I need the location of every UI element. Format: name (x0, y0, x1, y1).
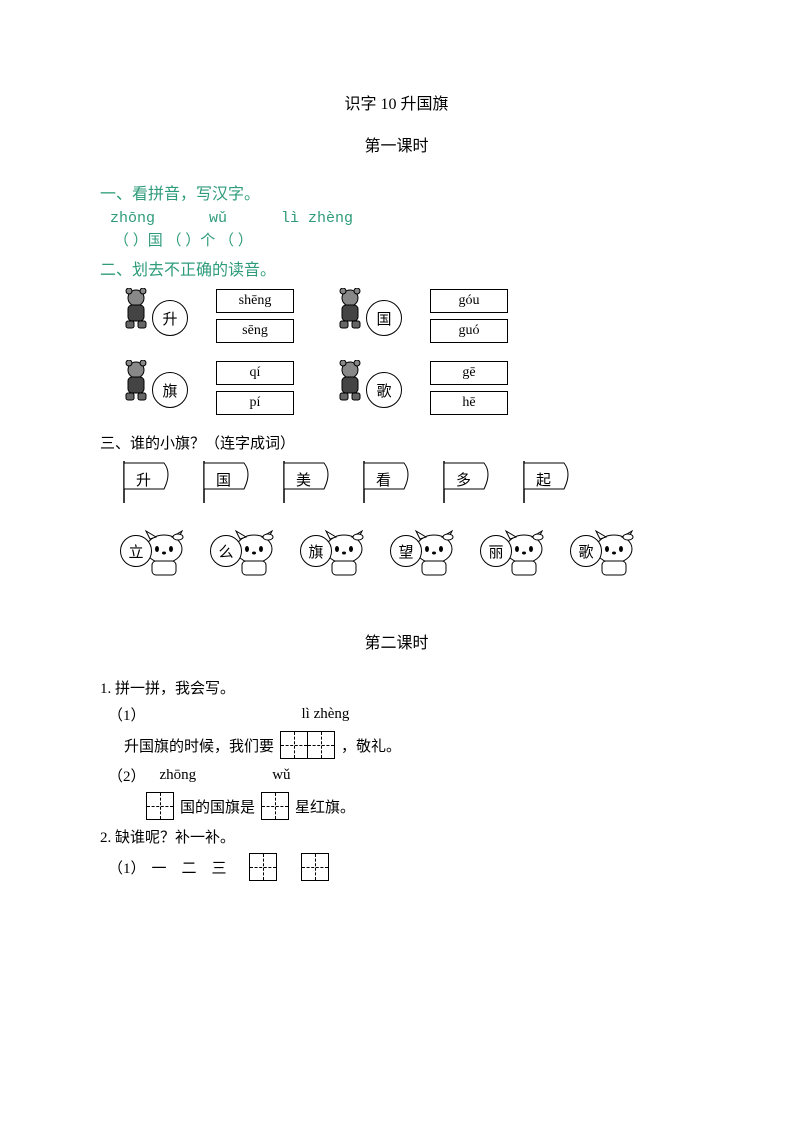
pinyin-option[interactable]: pí (216, 391, 294, 415)
flag-char: 起 (536, 469, 551, 490)
kitty-item[interactable]: 么 (210, 529, 280, 579)
flag-char: 美 (296, 469, 311, 490)
lesson2-subtitle: 第二课时 (100, 629, 693, 653)
q2-opts-ge: gē hē (430, 361, 508, 415)
kitty-char: 歌 (570, 535, 602, 567)
char-circle: 旗 (152, 372, 188, 408)
flag-item[interactable]: 国 (200, 459, 258, 503)
sentence-mid: 国的国旗是 (180, 796, 255, 817)
kitty-item[interactable]: 丽 (480, 529, 550, 579)
write-box[interactable] (261, 792, 289, 820)
sequence-text: 一 二 三 (152, 857, 227, 878)
l2q2-line1: （1） 一 二 三 (108, 853, 693, 881)
kitty-item[interactable]: 歌 (570, 529, 640, 579)
l2q1-line2-pinyin: （2） zhōng wǔ (108, 765, 693, 786)
flag-char: 国 (216, 469, 231, 490)
q3-heading: 三、谁的小旗？（连字成词） (100, 432, 693, 453)
write-box[interactable] (146, 792, 174, 820)
flag-item[interactable]: 看 (360, 459, 418, 503)
flag-char: 升 (136, 469, 151, 490)
pinyin-option[interactable]: sēng (216, 319, 294, 343)
item-number: （2） (108, 765, 146, 786)
kitty-item[interactable]: 旗 (300, 529, 370, 579)
q2-item-sheng: 升 (120, 288, 204, 344)
kitty-char: 望 (390, 535, 422, 567)
l2q1-line1-sentence: 升国旗的时候，我们要 ，敬礼。 (124, 731, 693, 759)
bear-icon (334, 360, 366, 402)
flag-item[interactable]: 多 (440, 459, 498, 503)
flag-item[interactable]: 升 (120, 459, 178, 503)
bear-icon (334, 288, 366, 330)
bear-icon (120, 360, 152, 402)
kitty-item[interactable]: 立 (120, 529, 190, 579)
q2-container: 升 shēng sēng 国 góu g (120, 288, 693, 416)
flag-item[interactable]: 起 (520, 459, 578, 503)
q2-item-ge: 歌 (334, 360, 418, 416)
flag-item[interactable]: 美 (280, 459, 338, 503)
write-box-pair[interactable] (280, 731, 335, 759)
l2q1-line1-pinyin: （1） lì zhèng (108, 704, 693, 725)
sentence-post: 星红旗。 (295, 796, 355, 817)
q1-pinyin: zhōng wǔ lì zhèng (110, 210, 693, 227)
kitty-char: 丽 (480, 535, 512, 567)
char-circle: 国 (366, 300, 402, 336)
item-number: （1） (108, 857, 146, 878)
pinyin-option[interactable]: qí (216, 361, 294, 385)
item-number: （1） (108, 704, 146, 725)
l2q2-heading: 2. 缺谁呢？补一补。 (100, 826, 693, 847)
pinyin-option[interactable]: gē (430, 361, 508, 385)
pinyin-option[interactable]: guó (430, 319, 508, 343)
q2-opts-guo: góu guó (430, 289, 508, 343)
q2-opts-sheng: shēng sēng (216, 289, 294, 343)
lesson1-subtitle: 第一课时 (100, 132, 693, 156)
char-circle: 升 (152, 300, 188, 336)
sentence-post: ，敬礼。 (341, 735, 401, 756)
char-circle: 歌 (366, 372, 402, 408)
kitty-item[interactable]: 望 (390, 529, 460, 579)
pinyin-option[interactable]: góu (430, 289, 508, 313)
pinyin-label: zhōng (160, 767, 197, 784)
l2q1-heading: 1. 拼一拼，我会写。 (100, 677, 693, 698)
q2-heading: 二、划去不正确的读音。 (100, 256, 693, 280)
q2-row-1: 升 shēng sēng 国 góu g (120, 288, 693, 344)
q1-blanks: （ ）国 （ ）个 （ ） (114, 229, 693, 250)
pinyin-label: wǔ (272, 767, 290, 784)
q3-kitty-row: 立 么 (120, 529, 693, 579)
q2-item-guo: 国 (334, 288, 418, 344)
write-box[interactable] (249, 853, 277, 881)
pinyin-option[interactable]: hē (430, 391, 508, 415)
q2-opts-qi: qí pí (216, 361, 294, 415)
q2-item-qi: 旗 (120, 360, 204, 416)
flag-char: 多 (456, 469, 471, 490)
pinyin-label: lì zhèng (302, 706, 350, 723)
doc-title: 识字 10 升国旗 (100, 90, 693, 114)
write-box[interactable] (301, 853, 329, 881)
kitty-char: 旗 (300, 535, 332, 567)
kitty-char: 立 (120, 535, 152, 567)
pinyin-option[interactable]: shēng (216, 289, 294, 313)
sentence-pre: 升国旗的时候，我们要 (124, 735, 274, 756)
flag-char: 看 (376, 469, 391, 490)
q1-heading: 一、看拼音，写汉字。 (100, 180, 693, 204)
q3-flags-row: 升 国 美 看 (120, 459, 693, 503)
l2q1-line2-sentence: 国的国旗是 星红旗。 (146, 792, 693, 820)
kitty-char: 么 (210, 535, 242, 567)
q2-row-2: 旗 qí pí 歌 gē hē (120, 360, 693, 416)
bear-icon (120, 288, 152, 330)
